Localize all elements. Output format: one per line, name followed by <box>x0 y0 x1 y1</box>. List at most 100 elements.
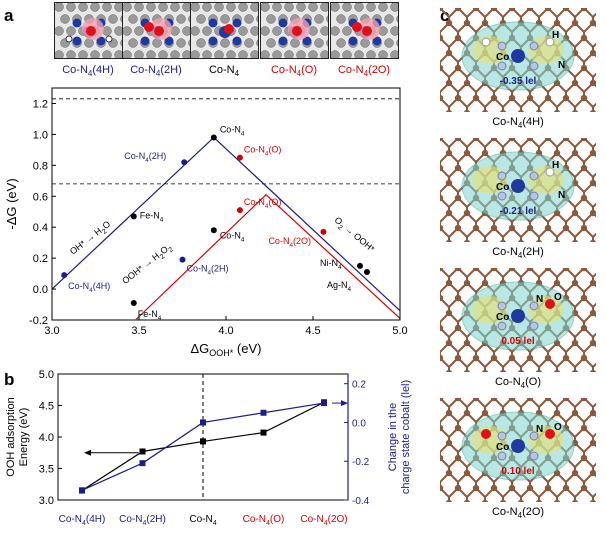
data-point <box>61 272 68 279</box>
data-point <box>210 134 217 141</box>
data-point <box>236 207 243 214</box>
structure-label: Co-N4(4H) <box>62 64 114 79</box>
structure-thumbnail <box>122 2 191 59</box>
panel-letter-a: a <box>4 6 14 25</box>
charge-density-image: Co N O 0.05 lel <box>440 268 596 372</box>
series-marker <box>321 400 327 407</box>
reaction-annotation: O2 → OOH* <box>331 215 377 257</box>
y-tick-label-right: 0.2 <box>352 380 366 391</box>
structure-label: Co-N4(O) <box>270 64 317 79</box>
y-tick-label: 0.8 <box>33 160 48 172</box>
series-marker <box>79 487 85 494</box>
point-label: Co-N4(2H) <box>124 151 166 164</box>
y-tick-label-left: 4.0 <box>39 432 54 444</box>
x-tick-label: 4.0 <box>218 325 233 337</box>
structure-thumbnail <box>330 2 399 59</box>
point-label: Ni-N4 <box>320 258 342 271</box>
charge-value: -0.21 lel <box>500 206 537 217</box>
point-label: Co-N4 <box>220 124 245 137</box>
structure-thumbnail <box>54 2 123 59</box>
point-label: Co-N4(2O) <box>268 236 311 249</box>
category-label: Co-N4(2H) <box>119 514 166 527</box>
structure-label: Co-N4(2O) <box>337 64 391 79</box>
y-tick-label-left: 3.5 <box>39 464 54 476</box>
point-label: Ag-N4 <box>327 280 352 293</box>
panel-letter-c: c <box>440 6 450 25</box>
structure-thumbnail <box>190 2 259 59</box>
y-axis-label-left: OOH adsorption <box>5 397 17 476</box>
charge-panel-label: Co-N4(2H) <box>492 246 544 261</box>
point-label: Co-N4 <box>220 230 245 243</box>
y-tick-label-right: 0.0 <box>352 418 366 429</box>
y-tick-label: 0.6 <box>33 191 48 203</box>
atom-label: Co <box>496 442 509 453</box>
y-tick-label: 0.2 <box>33 253 48 265</box>
atom-label: H <box>552 30 559 41</box>
atom-label: O <box>554 422 562 433</box>
series-marker <box>139 460 146 467</box>
charge-panel-label: Co-N4(4H) <box>492 116 544 131</box>
x-tick-label: 3.5 <box>131 325 146 337</box>
atom-label: H <box>552 160 559 171</box>
charge-value: 0.10 lel <box>501 466 535 477</box>
x-tick-label: 5.0 <box>392 325 407 337</box>
y-tick-label-right: -0.2 <box>352 457 370 468</box>
data-point <box>236 154 243 161</box>
atom-label: N <box>536 294 543 305</box>
y-tick-label: 0.4 <box>33 222 48 234</box>
data-point <box>210 227 217 234</box>
volcano-plot: 3.0 3.5 4.0 4.5 5.0 -0.2 0.0 0.2 0.4 0.6 0.8 1.0 1.2… <box>4 87 408 358</box>
y-tick-label-left: 4.5 <box>39 401 54 413</box>
data-point <box>130 299 137 306</box>
atom-label: O <box>554 292 562 303</box>
y-tick-label: 1.2 <box>33 98 48 110</box>
y-axis-label-right: charge state cobalt (lel) <box>400 380 412 494</box>
point-label: Fe-N4 <box>138 309 162 322</box>
charge-value: -0.35 lel <box>500 76 537 87</box>
atom-label: N <box>558 60 565 71</box>
data-point <box>179 256 186 263</box>
atom-label: N <box>558 190 565 201</box>
data-point <box>130 213 137 220</box>
category-label: Co-N4(4H) <box>59 514 106 527</box>
y-axis-label: -ΔG (eV) <box>4 178 19 229</box>
structure-thumbnail <box>260 2 329 59</box>
atom-label: N <box>536 424 543 435</box>
reaction-annotation: OOH* → H2O2 <box>120 242 175 289</box>
atom-label: Co <box>496 312 509 323</box>
data-point <box>320 228 327 235</box>
category-label: Co-N4 <box>189 514 216 527</box>
volcano-line <box>135 193 401 321</box>
x-tick-label: 3.0 <box>44 325 59 337</box>
point-label: Co-N4(O) <box>244 145 282 158</box>
category-label: Co-N4(2O) <box>300 514 347 527</box>
panel-letter-b: b <box>4 370 15 389</box>
arrow-head <box>341 400 348 407</box>
y-tick-label: 1.0 <box>33 129 48 141</box>
arrow-head <box>84 449 91 456</box>
data-point <box>356 262 363 269</box>
atom-label: Co <box>496 52 509 63</box>
point-label: Co-N4(2H) <box>187 264 229 277</box>
x-axis-label: ΔGOOH* (eV) <box>191 341 262 358</box>
point-label: Co-N4(4H) <box>68 281 110 294</box>
data-point <box>181 159 188 166</box>
series-marker <box>260 409 267 416</box>
structure-label: Co-N4 <box>208 64 240 79</box>
charge-panel-label: Co-N4(O) <box>494 376 541 391</box>
charge-value: 0.05 lel <box>501 336 535 347</box>
charge-density-image: Co H N -0.21 lel <box>440 138 596 242</box>
y-tick-label-left: 5.0 <box>39 369 54 381</box>
point-label: Co-N4(O) <box>244 197 282 210</box>
series-marker <box>260 429 267 436</box>
y-tick-label-right: -0.4 <box>352 496 370 507</box>
charge-density-image: Co N O 0.10 lel <box>440 398 596 502</box>
atom-label: Co <box>496 182 509 193</box>
y-axis-label-right: Change in the <box>387 403 399 472</box>
adsorption-charge-plot: 3.0 3.5 4.0 4.5 5.0 -0.4 -0.2 0.0 0.2 OOH adsorpt… <box>5 369 412 527</box>
y-tick-label-left: 3.0 <box>39 495 54 507</box>
y-axis-label-left: Energy (eV) <box>18 408 30 467</box>
data-point <box>363 269 370 276</box>
point-label: Fe-N4 <box>140 210 164 223</box>
y-tick-label: 0.0 <box>33 284 48 296</box>
